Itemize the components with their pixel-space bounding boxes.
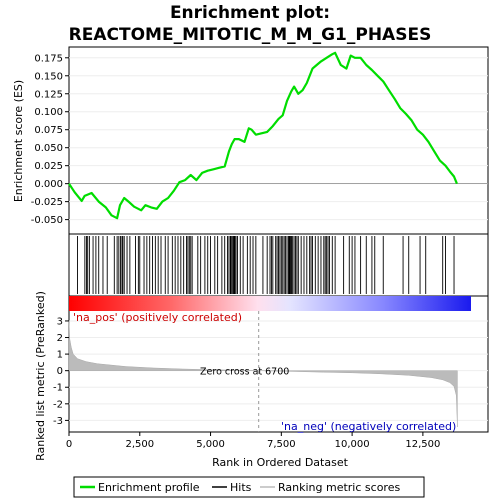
es-tick-label: 0.125 bbox=[34, 89, 63, 100]
rank-color-bar bbox=[69, 296, 471, 311]
metric-tick-label: 3 bbox=[57, 316, 63, 327]
x-tick-label: 10,000 bbox=[335, 439, 370, 450]
chart-title-line1: Enrichment plot: bbox=[170, 3, 330, 23]
es-tick-label: 0.025 bbox=[34, 161, 63, 172]
es-tick-label: 0.100 bbox=[34, 107, 63, 118]
x-tick-label: 7,500 bbox=[267, 439, 296, 450]
metric-x-ticks: 0 2,500 5,000 7,500 10,000 12,500 bbox=[66, 432, 441, 450]
es-tick-label: 0.000 bbox=[34, 179, 63, 190]
es-tick-label: -0.050 bbox=[31, 215, 63, 226]
es-tick-label: 0.150 bbox=[34, 71, 63, 82]
legend-metric-label: Ranking metric scores bbox=[278, 481, 400, 494]
metric-tick-label: -3 bbox=[53, 416, 63, 427]
legend-hits-label: Hits bbox=[230, 481, 252, 494]
x-tick-label: 0 bbox=[66, 439, 72, 450]
x-tick-label: 5,000 bbox=[196, 439, 225, 450]
es-tick-label: 0.075 bbox=[34, 125, 63, 136]
x-tick-label: 2,500 bbox=[125, 439, 154, 450]
es-y-axis-label: Enrichment score (ES) bbox=[12, 80, 25, 202]
legend-enrichment-label: Enrichment profile bbox=[98, 481, 200, 494]
pos-correlated-label: 'na_pos' (positively correlated) bbox=[73, 311, 242, 324]
es-tick-label: 0.175 bbox=[34, 53, 63, 64]
metric-tick-label: -1 bbox=[53, 383, 63, 394]
metric-y-axis-label: Ranked list metric (PreRanked) bbox=[34, 291, 47, 461]
metric-tick-label: 1 bbox=[57, 350, 63, 361]
metric-tick-label: -2 bbox=[53, 399, 63, 410]
es-tick-label: 0.050 bbox=[34, 143, 63, 154]
chart-title-line2: REACTOME_MITOTIC_M_M_G1_PHASES bbox=[69, 25, 432, 45]
es-y-ticks: -0.050 -0.025 0.000 0.025 0.050 0.075 0.100 0.1… bbox=[31, 53, 69, 226]
zero-cross-label: Zero cross at 6700 bbox=[200, 367, 289, 378]
metric-tick-label: 2 bbox=[57, 333, 63, 344]
x-tick-label: 12,500 bbox=[405, 439, 440, 450]
metric-y-ticks: -3 -2 -1 0 1 2 3 bbox=[53, 316, 69, 426]
es-tick-label: -0.025 bbox=[31, 197, 63, 208]
metric-tick-label: 0 bbox=[57, 366, 63, 377]
x-axis-label: Rank in Ordered Dataset bbox=[212, 456, 349, 469]
neg-correlated-label: 'na_neg' (negatively correlated) bbox=[281, 420, 456, 433]
